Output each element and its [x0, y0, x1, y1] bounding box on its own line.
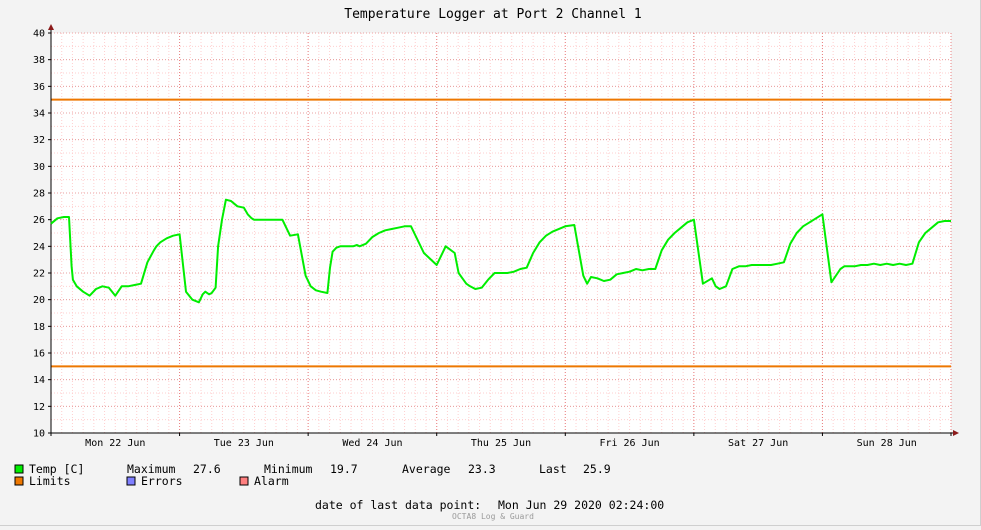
x-tick-label: Mon 22 Jun: [85, 438, 145, 449]
legend-swatch-temp: [14, 464, 24, 474]
y-tick-label: 16: [33, 349, 45, 360]
series-line-temp: [50, 198, 951, 304]
stat-maximum-value: 27.6: [193, 462, 221, 476]
x-tick-label: Tue 23 Jun: [214, 438, 274, 449]
y-tick-label: 28: [33, 189, 45, 200]
y-tick-label: 32: [33, 135, 45, 146]
stat-average-value: 23.3: [468, 462, 496, 476]
y-tick-label: 22: [33, 269, 45, 280]
y-tick-label: 18: [33, 322, 45, 333]
legend: Temp [C] Maximum 27.6 Minimum 19.7 Avera…: [14, 462, 611, 488]
stat-minimum-label: Minimum: [264, 462, 313, 476]
x-axis-arrow: [953, 430, 959, 436]
y-tick-label: 20: [33, 295, 45, 306]
stat-maximum-label: Maximum: [127, 462, 176, 476]
stat-minimum-value: 19.7: [330, 462, 358, 476]
limit-lines: [51, 98, 951, 368]
legend-label-temp: Temp [C]: [29, 462, 84, 476]
y-axis-arrow: [48, 24, 54, 30]
legend-label-errors: Errors: [141, 474, 183, 488]
y-tick-label: 40: [33, 29, 45, 40]
y-tick-label: 26: [33, 215, 45, 226]
x-tick-labels: Mon 22 Jun Tue 23 Jun Wed 24 Jun Thu 25 Jun…: [85, 438, 917, 449]
chart-title: Temperature Logger at Port 2 Channel 1: [344, 7, 641, 22]
y-tick-label: 12: [33, 402, 45, 413]
last-data-point-label: date of last data point:: [315, 498, 481, 512]
axes: [48, 24, 959, 436]
y-tick-label: 38: [33, 55, 45, 66]
y-tick-label: 14: [33, 375, 45, 386]
y-tick-label: 24: [33, 242, 45, 253]
x-tick-label: Fri 26 Jun: [599, 438, 659, 449]
stat-average-label: Average: [402, 462, 451, 476]
x-tick-label: Sun 28 Jun: [857, 438, 917, 449]
y-tick-label: 36: [33, 82, 45, 93]
legend-limits: Limits: [14, 474, 71, 488]
legend-label-alarm: Alarm: [254, 474, 289, 488]
legend-swatch-limits: [14, 476, 24, 486]
legend-errors: Errors: [126, 474, 183, 488]
stat-last-value: 25.9: [583, 462, 611, 476]
y-tick-labels: 10 12 14 16 18 20 22 24 26 28 30 32 34 36 38 40: [33, 29, 45, 440]
stat-last-label: Last: [539, 462, 567, 476]
x-tick-label: Wed 24 Jun: [342, 438, 402, 449]
y-tick-label: 30: [33, 162, 45, 173]
legend-swatch-errors: [126, 476, 136, 486]
legend-label-limits: Limits: [29, 474, 71, 488]
credit-text: OCTA8 Log & Guard: [452, 512, 534, 521]
last-data-point-value: Mon Jun 29 2020 02:24:00: [498, 498, 664, 512]
legend-swatch-alarm: [239, 476, 249, 486]
x-tick-label: Thu 25 Jun: [471, 438, 531, 449]
x-tick-label: Sat 27 Jun: [728, 438, 788, 449]
y-tick-label: 34: [33, 109, 45, 120]
legend-alarm: Alarm: [239, 474, 289, 488]
series-layer: [50, 198, 951, 304]
y-tick-label: 10: [33, 429, 45, 440]
legend-temp: Temp [C]: [14, 462, 84, 476]
